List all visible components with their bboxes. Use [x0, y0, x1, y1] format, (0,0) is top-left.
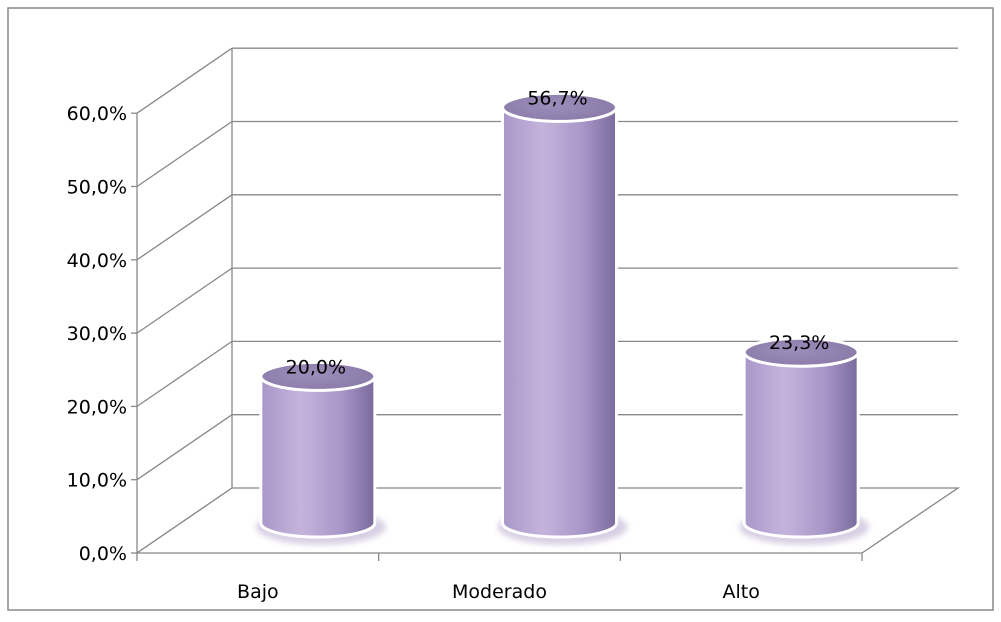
- bar-moderado: [497, 91, 628, 545]
- gridline-diagonal: [136, 267, 233, 334]
- gridline-diagonal: [136, 194, 233, 261]
- gridline-diagonal: [136, 340, 233, 407]
- gridline-diagonal: [136, 414, 233, 481]
- y-tick-label: 30,0%: [67, 323, 127, 345]
- bar-top: [259, 360, 377, 392]
- bar-top: [501, 91, 618, 123]
- bar-bajo: [255, 360, 386, 545]
- x-tick-label: Alto: [722, 581, 759, 603]
- gridline-diagonal: [136, 120, 233, 188]
- x-tick-label: Moderado: [452, 581, 547, 603]
- bar-alto: [739, 336, 870, 545]
- data-labels: 20,0% 56,7% 23,3%: [286, 87, 830, 378]
- x-tick-labels: Bajo Moderado Alto: [237, 581, 760, 603]
- gridline-diagonal: [136, 47, 233, 114]
- bar-top: [742, 336, 860, 368]
- y-tick-label: 50,0%: [67, 177, 127, 199]
- y-tick-label: 40,0%: [67, 250, 127, 272]
- data-label: 56,7%: [527, 87, 587, 109]
- bar-body: [501, 105, 618, 539]
- bars: [255, 91, 870, 545]
- y-tick-label: 60,0%: [67, 103, 127, 125]
- y-axis: [131, 112, 138, 554]
- bar-body: [259, 374, 377, 539]
- chart-border: [7, 7, 994, 611]
- x-tick-label: Bajo: [237, 581, 279, 603]
- bar-body: [742, 350, 860, 539]
- y-tick-labels: 0,0% 10,0% 20,0% 30,0% 40,0% 50,0% 60,0%: [67, 103, 127, 565]
- data-label: 23,3%: [769, 332, 829, 354]
- data-label: 20,0%: [286, 356, 346, 378]
- y-tick-label: 0,0%: [79, 543, 127, 565]
- y-tick-label: 10,0%: [67, 470, 127, 492]
- y-tick-label: 20,0%: [67, 396, 127, 418]
